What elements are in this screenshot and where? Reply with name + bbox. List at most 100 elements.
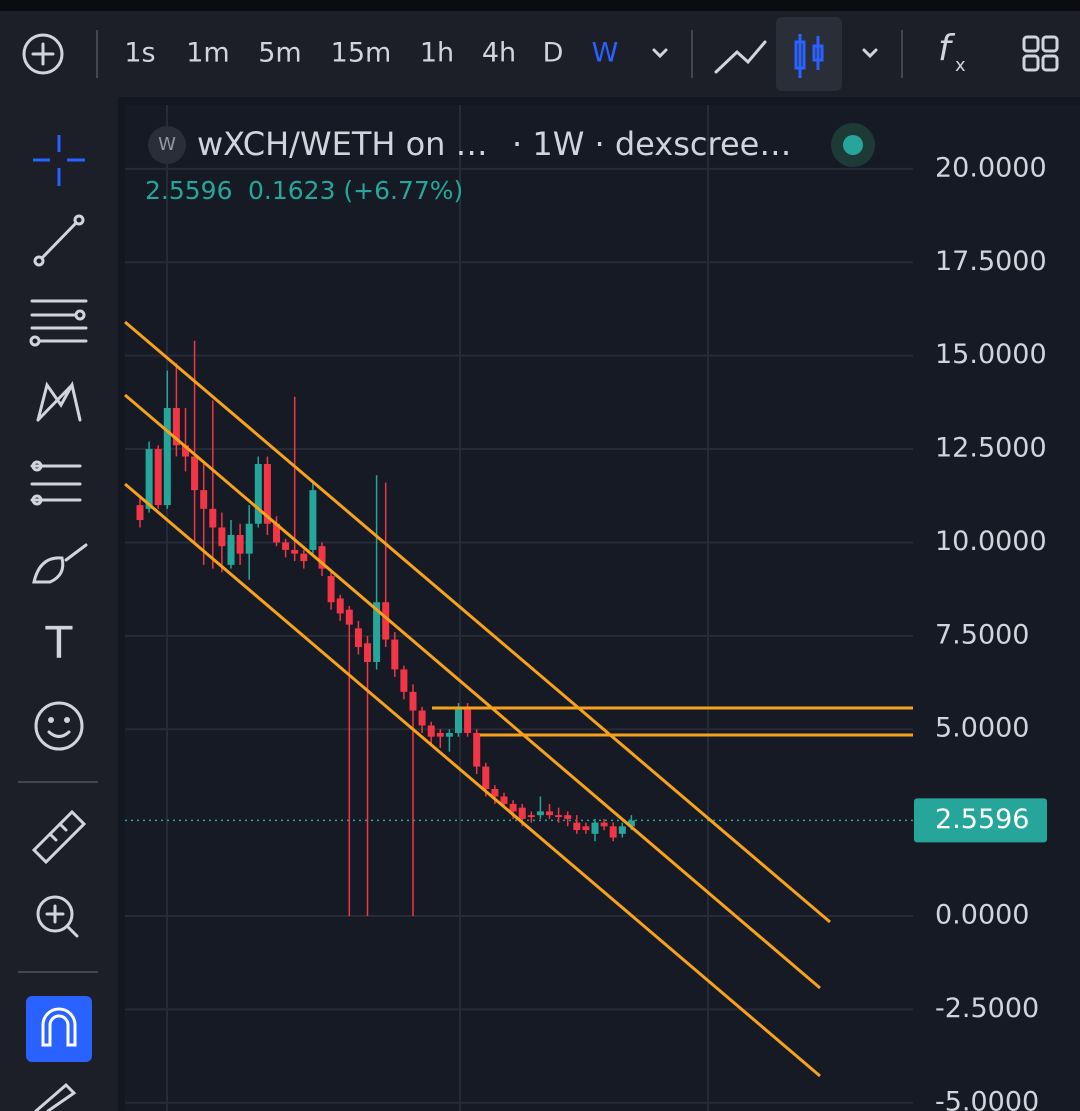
candle-body: [227, 534, 235, 565]
status-dot: [843, 135, 863, 155]
interval-button[interactable]: 1h: [420, 38, 454, 69]
candle-chart-button[interactable]: [776, 17, 842, 91]
candle-body: [445, 732, 453, 737]
pencil-tool[interactable]: [34, 1082, 77, 1111]
candle-body: [464, 706, 472, 733]
price-change: 0.1623 (+6.77%): [248, 176, 463, 205]
candle-body: [273, 523, 280, 543]
y-tick-label: 7.5000: [935, 619, 1029, 650]
candle-body: [573, 822, 581, 831]
y-tick-label: 5.0000: [935, 713, 1029, 744]
zoom-tool[interactable]: [36, 895, 79, 938]
chart-pane: [125, 105, 1080, 1111]
y-tick-label: 15.0000: [935, 339, 1047, 370]
interval-button[interactable]: 1s: [124, 38, 155, 69]
line-chart-button[interactable]: [714, 40, 767, 74]
trend-channel-drawing: [124, 320, 913, 1078]
crosshair-tool[interactable]: [33, 135, 85, 186]
y-tick-label: 0.0000: [935, 900, 1029, 931]
candle-body: [491, 788, 499, 797]
top-toolbar: [0, 11, 1080, 97]
candle-body: [182, 445, 189, 457]
emoji-tool[interactable]: [34, 701, 84, 751]
status-strip: [0, 0, 1080, 11]
interval-button[interactable]: 4h: [482, 38, 516, 69]
candle-body: [282, 542, 290, 550]
ruler-tool[interactable]: [31, 809, 87, 865]
last-price-box: [914, 798, 1047, 843]
candle-body: [245, 523, 253, 554]
y-tick-label: -5.0000: [935, 1086, 1039, 1111]
candle-body: [436, 732, 444, 737]
layout-button[interactable]: [1022, 35, 1059, 72]
candle-body: [200, 490, 208, 509]
candle-body: [263, 463, 271, 524]
add-symbol-button[interactable]: [22, 33, 64, 75]
left-toolbar: [0, 97, 118, 1111]
y-tick-label: 10.0000: [935, 526, 1047, 557]
candle-body: [527, 815, 535, 818]
candle-body: [400, 669, 408, 692]
candle-body: [364, 643, 371, 662]
candle-body: [536, 811, 544, 816]
candle-body: [427, 725, 435, 737]
interval-button[interactable]: 15m: [331, 38, 392, 69]
symbol-icon-letter: W: [158, 134, 176, 155]
candle-body: [391, 639, 399, 670]
candle-body: [509, 803, 517, 812]
candle-body: [254, 463, 262, 524]
brush-tool[interactable]: [32, 543, 88, 584]
forecast-tool[interactable]: [30, 460, 82, 506]
y-tick-label: -2.5000: [935, 993, 1039, 1024]
candle-body: [555, 815, 563, 818]
interval-button[interactable]: W: [592, 38, 619, 69]
trend-line-tool[interactable]: [33, 214, 85, 267]
candle-body: [191, 456, 199, 491]
candle-body: [382, 602, 390, 640]
fib-tool[interactable]: [29, 299, 88, 347]
candle-body: [500, 796, 508, 804]
candle-body: [163, 407, 171, 506]
y-tick-label: 17.5000: [935, 246, 1047, 277]
candle-body: [318, 546, 326, 569]
candle-body: [618, 826, 626, 834]
candle-body: [136, 505, 144, 521]
candle-body: [309, 490, 317, 550]
chart-type-menu[interactable]: [862, 48, 878, 59]
candle-body: [236, 534, 244, 554]
candle-body: [473, 732, 481, 767]
candle-body: [582, 826, 590, 831]
candle-body: [336, 598, 344, 614]
candle-body: [600, 822, 608, 827]
symbol-icon: [148, 126, 186, 164]
chart-subtitle: · 1W · dexscree…: [512, 125, 791, 163]
candle-body: [354, 628, 362, 648]
candle-body: [591, 822, 599, 834]
last-price-label: 2.5596: [935, 804, 1029, 835]
candle-body: [409, 691, 417, 711]
magnet-tool[interactable]: [26, 996, 92, 1062]
chart-title[interactable]: wXCH/WETH on …: [197, 125, 488, 163]
interval-menu[interactable]: [652, 48, 668, 59]
y-tick-label: 20.0000: [935, 152, 1047, 183]
candle-body: [546, 811, 553, 816]
interval-button[interactable]: 1m: [186, 38, 229, 69]
text-tool[interactable]: T: [45, 618, 73, 669]
candle-body: [373, 602, 381, 662]
candle-body: [518, 807, 526, 819]
candle-body: [218, 527, 226, 547]
candle-body: [455, 706, 462, 733]
candle-body: [609, 826, 617, 838]
y-tick-label: 12.5000: [935, 433, 1047, 464]
candle-body: [145, 449, 153, 509]
last-price: 2.5596: [145, 176, 232, 205]
candle-body: [327, 576, 335, 603]
interval-button[interactable]: 5m: [258, 38, 301, 69]
interval-button[interactable]: D: [543, 38, 564, 69]
pattern-tool[interactable]: [36, 380, 82, 422]
candle-body: [564, 815, 572, 819]
candle-body: [172, 407, 180, 446]
indicators-button: x: [955, 55, 966, 76]
candle-body: [418, 710, 426, 726]
